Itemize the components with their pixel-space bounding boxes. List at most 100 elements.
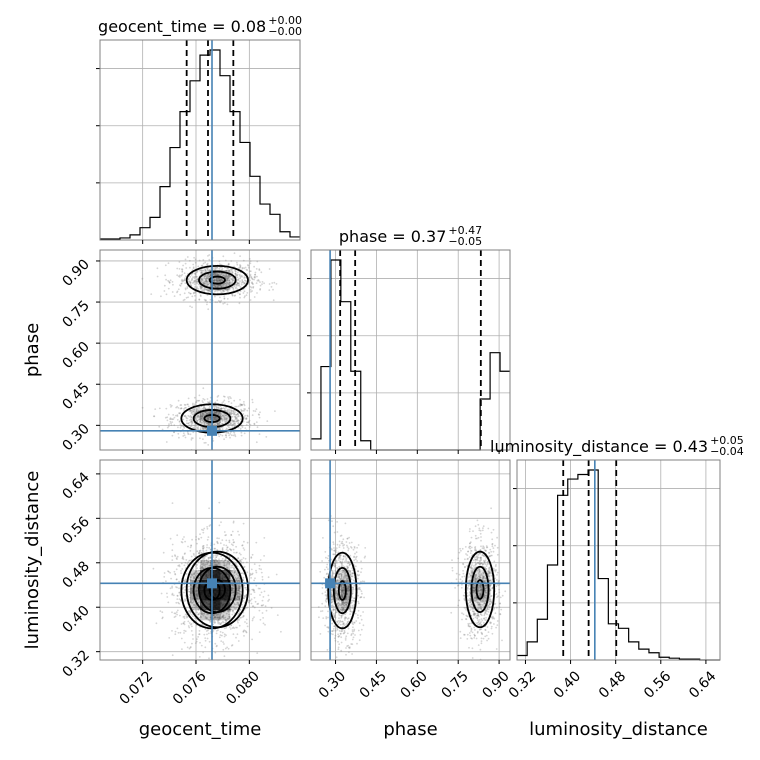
joint-geocent-time-vs-phase-sample-point bbox=[153, 415, 155, 418]
joint-geocent-time-vs-phase-sample-point bbox=[178, 436, 180, 439]
joint-geocent-time-vs-phase-sample-point bbox=[218, 423, 220, 425]
joint-geocent-time-vs-luminosity-distance-sample-point bbox=[215, 559, 218, 561]
joint-geocent-time-vs-phase-sample-point bbox=[215, 411, 218, 414]
joint-geocent-time-vs-luminosity-distance-sample-point bbox=[239, 587, 241, 590]
joint-phase-vs-luminosity-distance-sample-point bbox=[346, 580, 349, 582]
joint-geocent-time-vs-phase-sample-point bbox=[215, 278, 218, 281]
joint-phase-vs-luminosity-distance-sample-point bbox=[350, 633, 353, 635]
joint-geocent-time-vs-phase-sample-point bbox=[265, 436, 268, 438]
joint-phase-vs-luminosity-distance-sample-point bbox=[331, 622, 333, 625]
joint-phase-vs-luminosity-distance-sample-point bbox=[341, 558, 344, 561]
joint-geocent-time-vs-phase-sample-point bbox=[204, 280, 207, 283]
joint-geocent-time-vs-luminosity-distance-sample-point bbox=[178, 564, 181, 567]
joint-geocent-time-vs-phase-sample-point bbox=[202, 438, 204, 440]
joint-geocent-time-vs-luminosity-distance-sample-point bbox=[184, 585, 186, 588]
joint-geocent-time-vs-phase-sample-point bbox=[207, 289, 210, 292]
joint-geocent-time-vs-phase-sample-point bbox=[216, 286, 219, 289]
joint-geocent-time-vs-phase-sample-point bbox=[197, 399, 200, 402]
joint-geocent-time-vs-phase-sample-point bbox=[255, 268, 258, 270]
joint-phase-vs-luminosity-distance-sample-point bbox=[341, 589, 344, 592]
joint-phase-vs-luminosity-distance-sample-point bbox=[486, 639, 488, 642]
joint-geocent-time-vs-phase-sample-point bbox=[229, 396, 231, 398]
joint-geocent-time-vs-luminosity-distance-sample-point bbox=[202, 562, 205, 565]
joint-phase-vs-luminosity-distance-sample-point bbox=[476, 576, 479, 579]
joint-geocent-time-vs-phase-sample-point bbox=[236, 281, 238, 284]
joint-phase-vs-luminosity-distance-content bbox=[311, 460, 510, 660]
joint-geocent-time-vs-phase-sample-point bbox=[230, 409, 233, 412]
joint-geocent-time-vs-luminosity-distance-sample-point bbox=[214, 554, 217, 557]
joint-phase-vs-luminosity-distance-sample-point bbox=[476, 630, 479, 633]
joint-geocent-time-vs-phase-sample-point bbox=[225, 284, 228, 287]
joint-geocent-time-vs-luminosity-distance-sample-point bbox=[234, 571, 236, 574]
joint-geocent-time-vs-luminosity-distance-sample-point bbox=[175, 578, 178, 581]
joint-geocent-time-vs-luminosity-distance-sample-point bbox=[230, 534, 233, 536]
joint-geocent-time-vs-phase-sample-point bbox=[166, 426, 169, 429]
joint-geocent-time-vs-luminosity-distance-sample-point bbox=[219, 634, 222, 636]
joint-phase-vs-luminosity-distance-sample-point bbox=[358, 587, 360, 589]
joint-geocent-time-vs-phase-sample-point bbox=[190, 425, 193, 427]
joint-geocent-time-vs-luminosity-distance-sample-point bbox=[237, 602, 240, 605]
joint-geocent-time-vs-luminosity-distance-sample-point bbox=[191, 607, 194, 609]
joint-geocent-time-vs-luminosity-distance-sample-point bbox=[215, 564, 218, 567]
joint-geocent-time-vs-phase-sample-point bbox=[199, 287, 202, 289]
joint-geocent-time-vs-phase-sample-point bbox=[194, 258, 197, 261]
joint-phase-vs-luminosity-distance-sample-point bbox=[337, 635, 340, 638]
joint-phase-vs-luminosity-distance-sample-point bbox=[484, 563, 487, 566]
joint-geocent-time-vs-phase-sample-point bbox=[235, 286, 238, 288]
joint-geocent-time-vs-luminosity-distance-sample-point bbox=[236, 626, 238, 629]
joint-phase-vs-luminosity-distance-sample-point bbox=[343, 617, 346, 620]
joint-geocent-time-vs-luminosity-distance-sample-point bbox=[236, 595, 239, 598]
joint-geocent-time-vs-luminosity-distance-sample-point bbox=[195, 640, 198, 643]
joint-phase-vs-luminosity-distance-sample-point bbox=[327, 630, 330, 633]
joint-geocent-time-vs-phase-sample-point bbox=[229, 281, 231, 284]
joint-geocent-time-vs-phase-sample-point bbox=[204, 407, 207, 410]
joint-geocent-time-vs-phase-sample-point bbox=[203, 275, 206, 278]
joint-geocent-time-vs-phase-sample-point bbox=[231, 419, 234, 422]
joint-geocent-time-vs-phase-sample-point bbox=[243, 290, 246, 293]
joint-geocent-time-vs-phase-sample-point bbox=[225, 436, 228, 439]
joint-geocent-time-vs-luminosity-distance-sample-point bbox=[184, 595, 187, 597]
joint-geocent-time-vs-luminosity-distance-sample-point bbox=[199, 567, 202, 569]
joint-geocent-time-vs-luminosity-distance-sample-point bbox=[195, 593, 198, 595]
joint-phase-vs-luminosity-distance-sample-point bbox=[352, 588, 355, 591]
joint-phase-vs-luminosity-distance-sample-point bbox=[339, 554, 341, 557]
joint-phase-vs-luminosity-distance-sample-point bbox=[475, 578, 477, 580]
joint-geocent-time-vs-phase-sample-point bbox=[261, 281, 264, 283]
joint-phase-vs-luminosity-distance-sample-point bbox=[499, 613, 501, 615]
joint-geocent-time-vs-luminosity-distance-sample-point bbox=[251, 553, 254, 556]
joint-phase-vs-luminosity-distance-sample-point bbox=[338, 575, 340, 578]
joint-geocent-time-vs-luminosity-distance-sample-point bbox=[228, 539, 231, 542]
joint-geocent-time-vs-phase-sample-point bbox=[201, 400, 204, 402]
joint-geocent-time-vs-phase-sample-point bbox=[164, 264, 167, 267]
joint-phase-vs-luminosity-distance-sample-point bbox=[324, 591, 327, 593]
joint-geocent-time-vs-phase-sample-point bbox=[241, 426, 244, 429]
joint-geocent-time-vs-phase-sample-point bbox=[247, 266, 250, 269]
joint-phase-vs-luminosity-distance-sample-point bbox=[334, 634, 337, 637]
joint-geocent-time-vs-luminosity-distance-sample-point bbox=[213, 543, 216, 546]
joint-geocent-time-vs-phase-sample-point bbox=[171, 291, 174, 293]
joint-geocent-time-vs-luminosity-distance-sample-point bbox=[223, 564, 226, 567]
joint-geocent-time-vs-luminosity-distance-sample-point bbox=[176, 558, 178, 560]
joint-geocent-time-vs-phase-sample-point bbox=[248, 283, 250, 285]
joint-geocent-time-vs-luminosity-distance-sample-point bbox=[186, 646, 189, 649]
joint-geocent-time-vs-phase-sample-point bbox=[240, 418, 242, 421]
joint-phase-vs-luminosity-distance-sample-point bbox=[346, 577, 348, 580]
joint-phase-vs-luminosity-distance-sample-point bbox=[488, 568, 490, 571]
joint-phase-vs-luminosity-distance-sample-point bbox=[340, 590, 343, 592]
joint-geocent-time-vs-luminosity-distance-sample-point bbox=[196, 594, 198, 596]
joint-phase-vs-luminosity-distance-sample-point bbox=[468, 572, 470, 575]
joint-phase-vs-luminosity-distance-sample-point bbox=[468, 591, 471, 594]
joint-geocent-time-vs-phase-sample-point bbox=[249, 289, 252, 291]
joint-geocent-time-vs-phase-sample-point bbox=[158, 407, 161, 410]
joint-geocent-time-vs-phase-sample-point bbox=[164, 416, 167, 419]
joint-geocent-time-vs-luminosity-distance-sample-point bbox=[213, 564, 216, 567]
joint-geocent-time-vs-luminosity-distance-sample-point bbox=[228, 626, 231, 628]
joint-phase-vs-luminosity-distance-sample-point bbox=[343, 631, 346, 634]
joint-geocent-time-vs-luminosity-distance-density-cell bbox=[210, 560, 221, 571]
joint-geocent-time-vs-luminosity-distance-sample-point bbox=[219, 542, 222, 545]
joint-phase-vs-luminosity-distance-sample-point bbox=[334, 639, 337, 642]
joint-geocent-time-vs-luminosity-distance-sample-point bbox=[201, 565, 204, 568]
joint-geocent-time-vs-luminosity-distance-sample-point bbox=[215, 632, 218, 635]
joint-geocent-time-vs-phase-sample-point bbox=[250, 286, 253, 289]
